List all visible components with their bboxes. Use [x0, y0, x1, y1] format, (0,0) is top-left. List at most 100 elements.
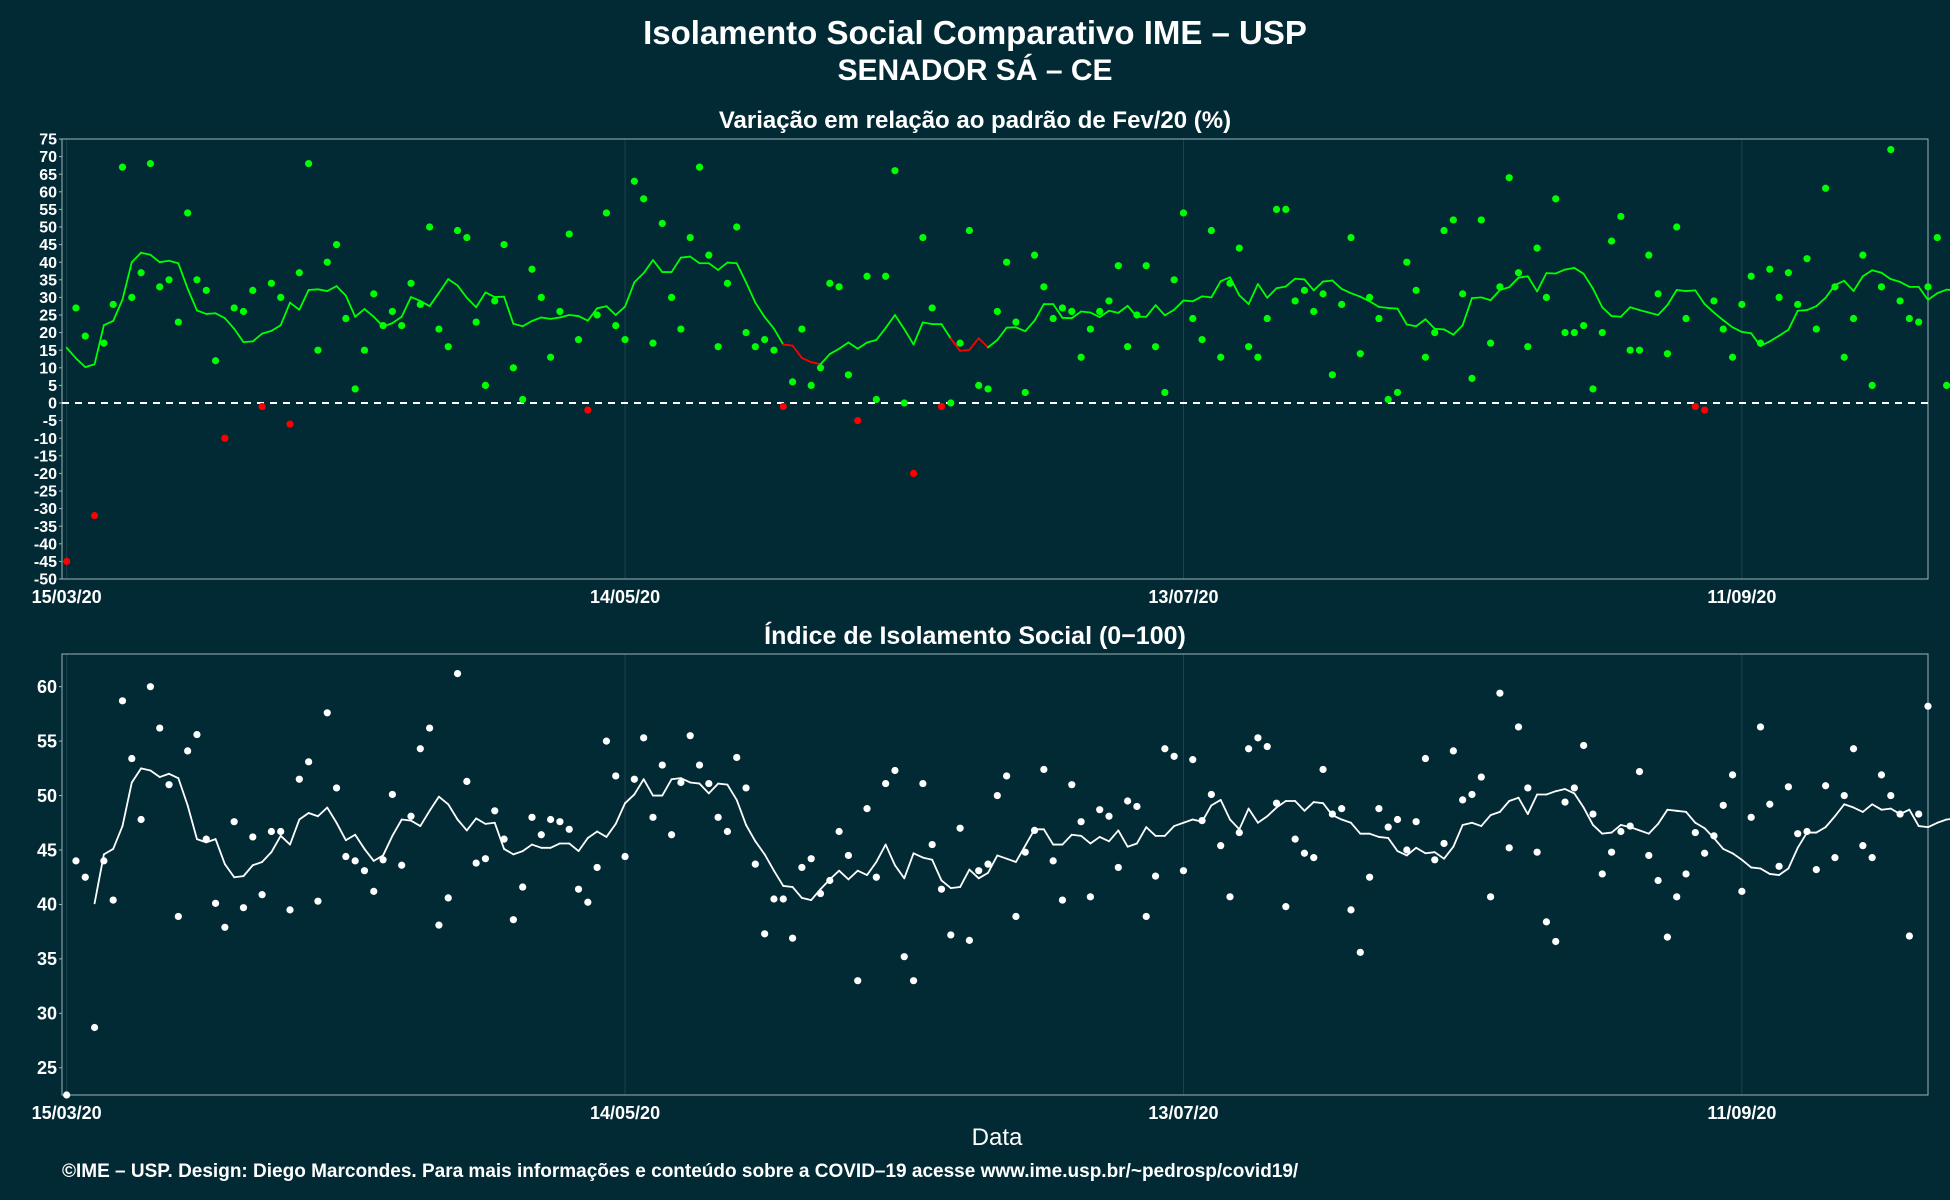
moving-average-segment	[1861, 269, 1874, 278]
data-point	[1347, 233, 1355, 242]
data-point	[202, 835, 210, 843]
data-point	[742, 784, 750, 792]
data-point	[342, 314, 350, 323]
data-point	[1449, 216, 1457, 224]
data-point	[1598, 870, 1606, 878]
x-tick-label: 11/09/20	[1707, 1103, 1776, 1123]
moving-average-segment	[177, 262, 189, 290]
data-point	[863, 805, 871, 813]
moving-average-segment	[568, 314, 580, 317]
data-point	[1077, 353, 1085, 361]
data-point	[90, 1023, 99, 1032]
moving-average-segment	[1629, 306, 1641, 311]
data-point	[1235, 244, 1243, 252]
data-point	[1040, 765, 1048, 774]
variation-panel: 757065605550454035302520151050-5-10-15-2…	[32, 132, 1950, 607]
moving-average-segment	[65, 346, 77, 360]
data-point	[770, 346, 778, 354]
data-point	[481, 381, 490, 389]
moving-average-segment	[838, 341, 850, 350]
moving-average-segment	[1480, 296, 1492, 302]
data-point	[1254, 734, 1262, 742]
data-point	[267, 827, 276, 836]
moving-average-segment	[1517, 796, 1529, 815]
data-point	[537, 293, 545, 301]
data-point	[230, 818, 238, 826]
data-point	[1663, 350, 1672, 358]
moving-average-segment	[270, 834, 282, 854]
data-point	[1133, 802, 1141, 811]
y-tick-label: -5	[43, 413, 57, 430]
moving-average-segment	[428, 291, 440, 308]
plot-frame	[61, 653, 1929, 1096]
data-point	[1617, 212, 1625, 221]
data-point	[1570, 784, 1578, 792]
data-point	[128, 754, 136, 763]
data-point	[714, 343, 722, 351]
data-point	[1691, 402, 1699, 411]
moving-average-segment	[1154, 304, 1166, 317]
y-tick-label: 75	[39, 132, 57, 149]
data-point	[882, 272, 890, 280]
data-point	[1673, 893, 1681, 901]
moving-average-segment	[1834, 803, 1846, 818]
data-point	[295, 269, 303, 277]
data-point	[1058, 896, 1067, 904]
moving-average-segment	[1871, 269, 1883, 274]
data-point	[854, 417, 862, 425]
moving-average-segment	[1638, 829, 1650, 835]
moving-average-segment	[884, 843, 896, 867]
data-point	[816, 364, 825, 372]
moving-average-segment	[1759, 867, 1771, 875]
data-point	[1505, 844, 1513, 852]
data-point	[258, 402, 266, 411]
data-point	[1468, 374, 1476, 382]
data-point	[1412, 286, 1420, 294]
moving-average-segment	[1350, 821, 1362, 835]
data-point	[1552, 195, 1560, 203]
data-point	[323, 258, 331, 266]
moving-average-segment	[391, 315, 403, 324]
data-point	[937, 885, 946, 893]
moving-average-segment	[875, 327, 887, 341]
y-tick-label: 20	[39, 325, 57, 342]
moving-average-segment	[1685, 289, 1697, 292]
moving-average-segment	[931, 858, 943, 882]
y-tick-label: 60	[39, 184, 57, 201]
moving-average-segment	[959, 868, 971, 888]
data-point	[370, 887, 378, 895]
moving-average-segment	[596, 305, 608, 310]
moving-average-segment	[1303, 801, 1315, 812]
data-point	[509, 916, 517, 924]
moving-average-segment	[1405, 846, 1418, 857]
moving-average-segment	[717, 261, 729, 271]
moving-average-segment	[642, 259, 654, 275]
data-point	[258, 891, 266, 899]
moving-average-segment	[1136, 826, 1148, 845]
moving-average-segment	[726, 783, 738, 801]
data-point	[891, 766, 899, 775]
moving-average-segment	[1387, 307, 1399, 310]
moving-average-segment	[1396, 850, 1408, 857]
data-point	[1486, 339, 1495, 347]
data-point	[872, 395, 880, 404]
moving-average-segment	[940, 879, 952, 890]
moving-average-segment	[949, 337, 961, 352]
data-point	[1189, 756, 1197, 764]
data-point	[1021, 388, 1029, 397]
moving-average-segment	[1713, 837, 1725, 850]
data-point	[640, 734, 648, 742]
moving-average-segment	[177, 777, 189, 807]
data-point	[1533, 244, 1541, 252]
moving-average-segment	[1080, 310, 1092, 314]
moving-average-segment	[1554, 788, 1566, 793]
data-point	[565, 230, 573, 238]
data-point	[1282, 205, 1290, 213]
data-point	[993, 307, 1001, 316]
y-tick-label: 30	[37, 1004, 57, 1024]
data-point	[1477, 773, 1485, 781]
moving-average-segment	[1498, 800, 1511, 813]
data-point	[184, 209, 192, 217]
data-point	[1431, 856, 1439, 864]
moving-average-segment	[1145, 826, 1157, 837]
